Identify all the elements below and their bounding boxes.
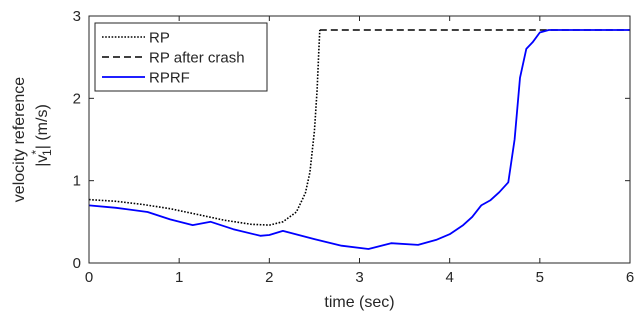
series-line-1 [88,29,321,226]
y-tick-label: 2 [73,90,81,107]
x-tick-label: 1 [175,269,183,286]
y-tick-label: 1 [73,173,81,190]
x-tick-label: 2 [265,269,273,286]
y-label-suffix: | (m/s) [34,104,51,149]
y-label-superscript: * [29,150,43,155]
legend-label: RPRF [149,70,190,87]
series-line-3 [88,29,630,250]
x-axis-label: time (sec) [324,294,394,311]
legend-box [94,22,268,92]
y-tick-label: 0 [73,255,81,272]
x-tick-label: 6 [626,269,634,286]
y-axis-label-line2: |v*1| (m/s) [29,104,54,167]
y-label-subscript: 1 [40,149,54,156]
y-tick-label: 3 [73,8,81,25]
x-tick-label: 3 [355,269,363,286]
series-layer [88,29,630,250]
x-tick-label: 0 [85,269,93,286]
legend-label: RP [149,30,170,47]
x-tick-label: 4 [445,269,453,286]
legend: RP RP after crash RPRF [94,22,268,92]
tick-layer: 0 1 2 3 4 5 6 0 1 2 3 [73,8,635,286]
legend-label: RP after crash [149,50,245,67]
y-axis-label-line1: velocity reference [11,77,28,202]
y-axis-label: velocity reference |v*1| (m/s) [11,77,54,202]
x-tick-label: 5 [536,269,544,286]
y-label-prefix: |v [34,155,51,167]
